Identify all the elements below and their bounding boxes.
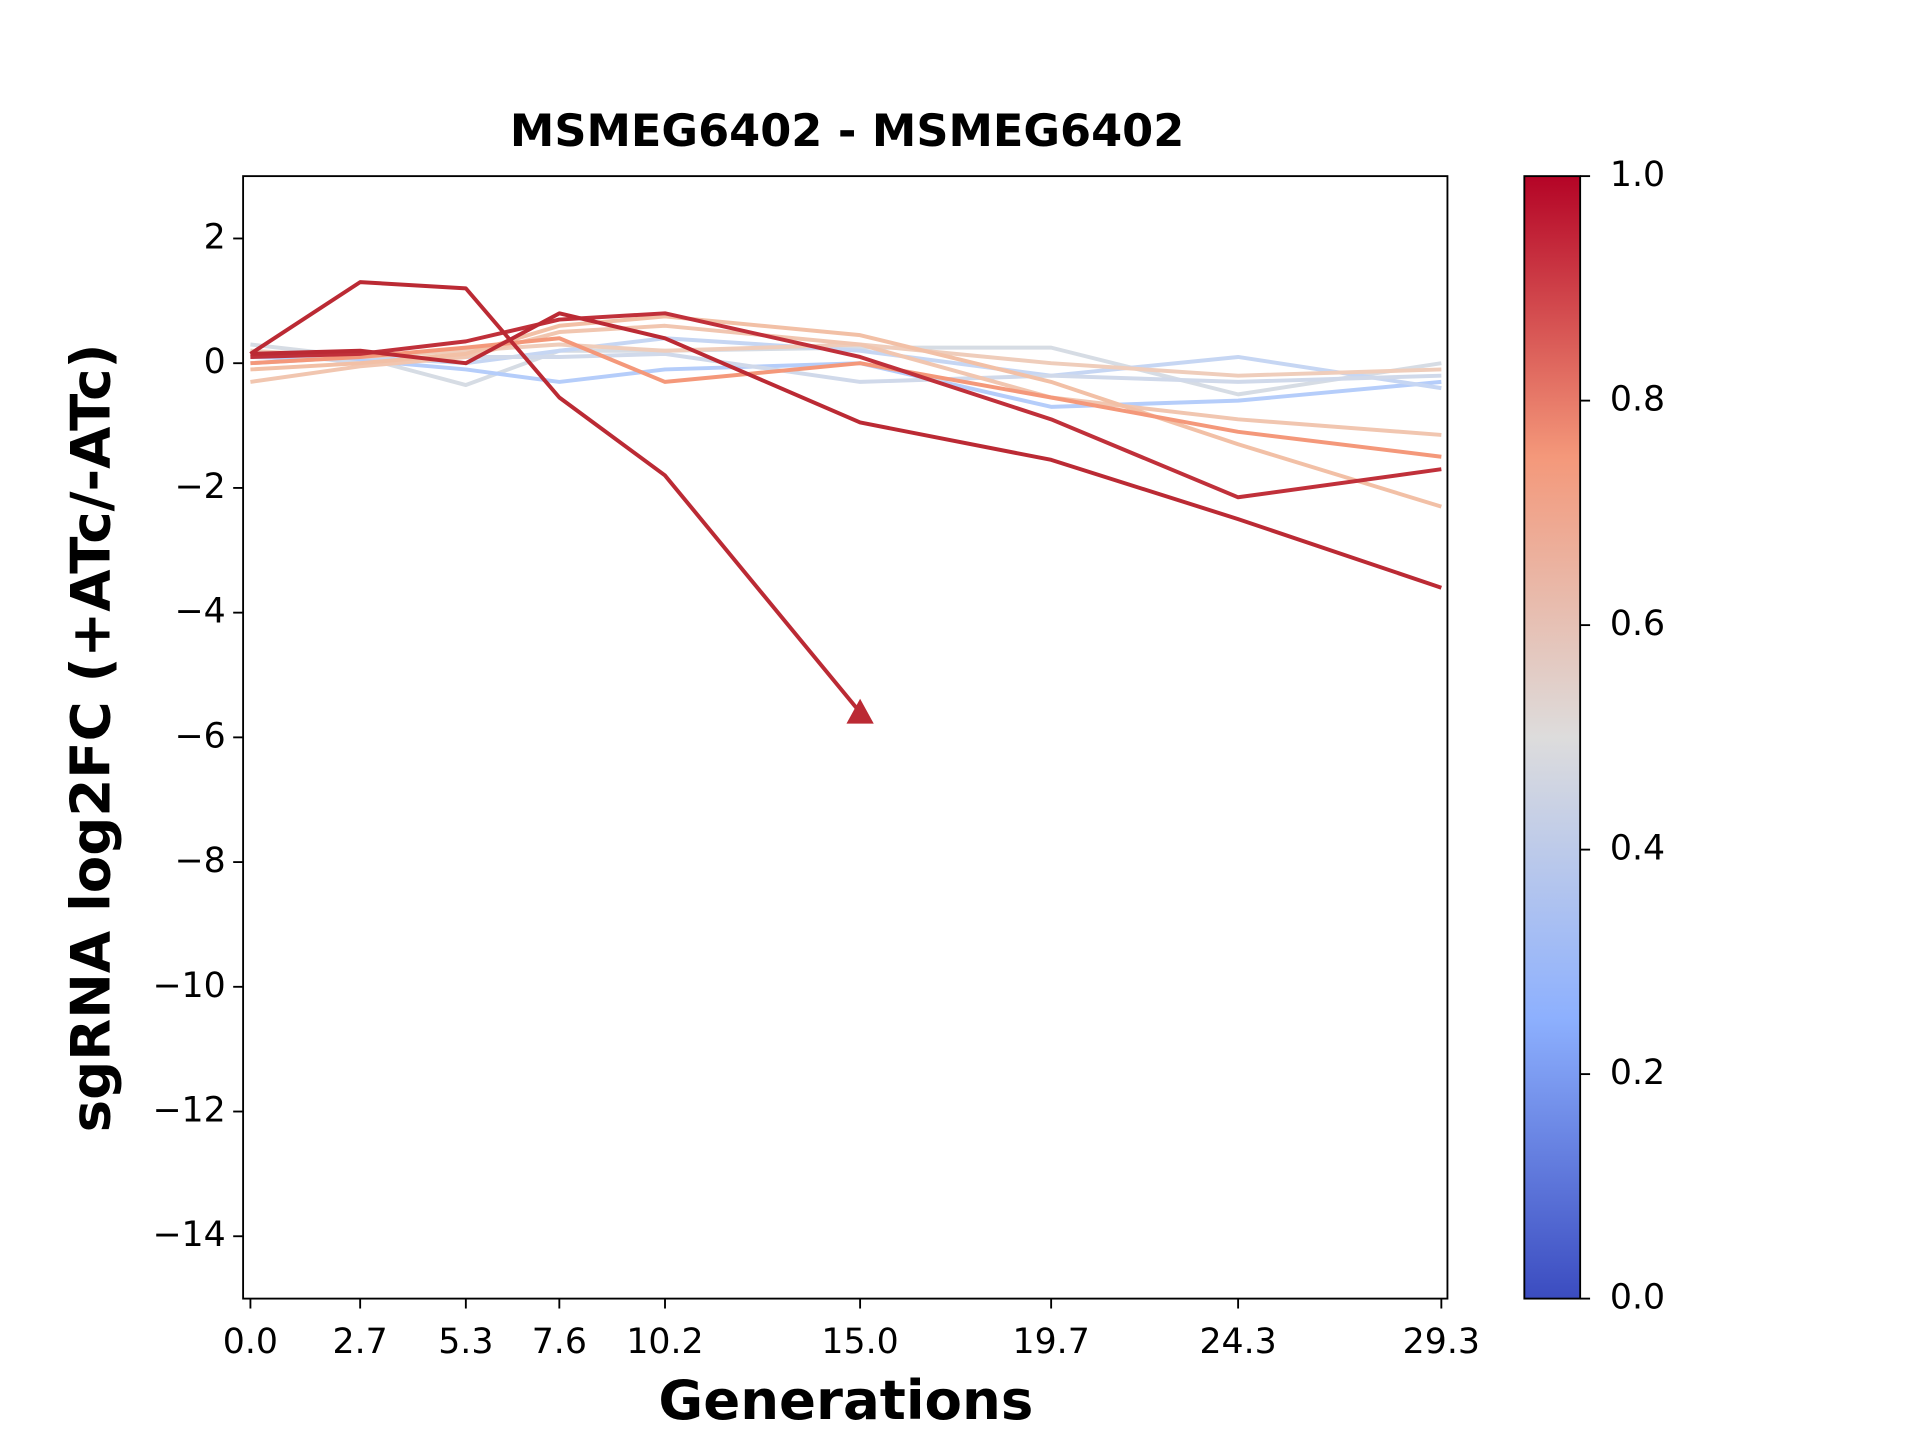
y-tick-label: −4 bbox=[175, 592, 226, 632]
x-axis-label: Generations bbox=[658, 1368, 1033, 1432]
colorbar-tick-label: 1.0 bbox=[1610, 155, 1665, 195]
x-tick-label: 15.0 bbox=[821, 1322, 898, 1362]
colorbar bbox=[1523, 175, 1582, 1300]
series-line bbox=[250, 323, 1442, 437]
series-line bbox=[250, 311, 1442, 500]
colorbar-tick-label: 0.6 bbox=[1610, 604, 1665, 644]
y-tick-label: 0 bbox=[204, 342, 226, 382]
series-line bbox=[250, 311, 1442, 590]
x-tick-label: 24.3 bbox=[1199, 1322, 1276, 1362]
x-tick-label: 29.3 bbox=[1403, 1322, 1480, 1362]
y-tick-label: −10 bbox=[152, 966, 225, 1006]
y-tick-label: 2 bbox=[204, 217, 226, 257]
end-marker bbox=[846, 698, 874, 724]
x-tick-label: 5.3 bbox=[438, 1322, 493, 1362]
chart-title: MSMEG6402 - MSMEG6402 bbox=[510, 105, 1184, 157]
x-tick-label: 10.2 bbox=[626, 1322, 703, 1362]
colorbar-tick-label: 0.2 bbox=[1610, 1053, 1665, 1093]
colorbar-tick-label: 0.0 bbox=[1610, 1278, 1665, 1318]
x-tick-label: 0.0 bbox=[223, 1322, 278, 1362]
series-line bbox=[250, 314, 1442, 509]
y-tick-label: −6 bbox=[175, 716, 226, 756]
x-tick-label: 19.7 bbox=[1012, 1322, 1089, 1362]
y-tick-label: −12 bbox=[152, 1091, 225, 1131]
y-tick-label: −14 bbox=[152, 1215, 225, 1255]
colorbar-tick-label: 0.4 bbox=[1610, 829, 1665, 869]
y-tick-label: −2 bbox=[175, 467, 226, 507]
x-tick-label: 7.6 bbox=[532, 1322, 587, 1362]
y-tick-label: −8 bbox=[175, 841, 226, 881]
series-line bbox=[249, 280, 862, 714]
colorbar-tick-label: 0.8 bbox=[1610, 380, 1665, 420]
y-axis-label: sgRNA log2FC (+ATc/-ATc) bbox=[58, 344, 122, 1133]
x-tick-label: 2.7 bbox=[333, 1322, 388, 1362]
